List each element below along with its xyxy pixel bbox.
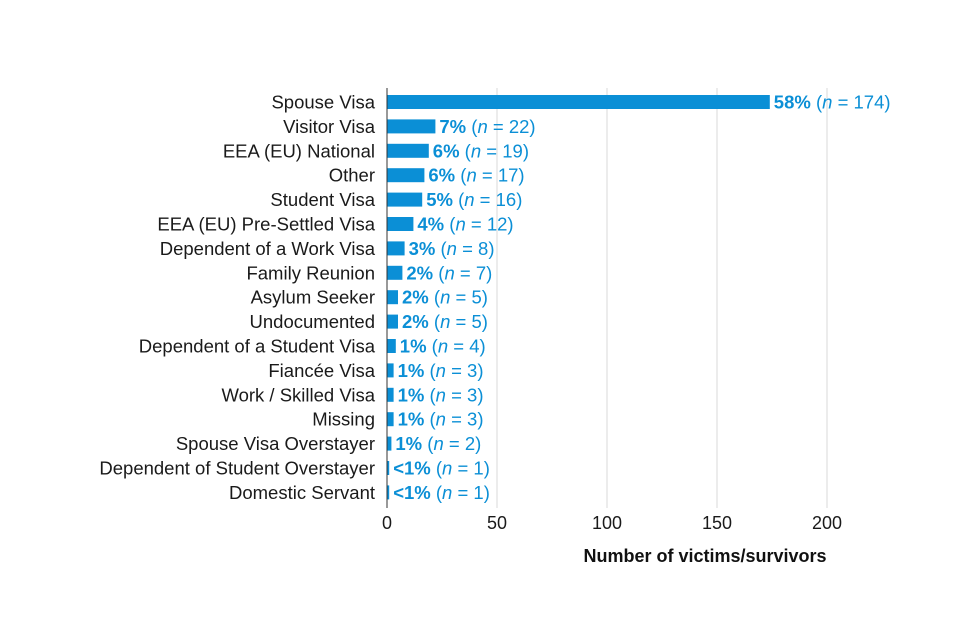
category-label: EEA (EU) Pre-Settled Visa [157, 214, 375, 235]
data-labels: 58% (n = 174) 7% (n = 22) 6% (n = 19) 6% (n… [393, 92, 890, 503]
bar [387, 436, 392, 451]
bars [387, 95, 770, 500]
bar [387, 461, 390, 475]
data-label: 6% (n = 17) [428, 165, 524, 186]
data-label: <1% (n = 1) [393, 458, 490, 479]
bar [387, 412, 394, 427]
category-label: Asylum Seeker [251, 287, 375, 308]
bar [387, 168, 425, 183]
data-label: <1% (n = 1) [393, 482, 490, 503]
category-label: Spouse Visa Overstayer [176, 433, 375, 454]
x-tick-label: 200 [812, 513, 842, 533]
bar [387, 241, 405, 256]
category-labels: Spouse Visa Visitor Visa EEA (EU) National… [99, 92, 375, 503]
category-label: Undocumented [250, 311, 375, 332]
bar [387, 314, 398, 329]
bar [387, 217, 414, 231]
category-label: Missing [312, 409, 375, 430]
data-label: 1% (n = 2) [395, 433, 481, 454]
bar [387, 363, 394, 378]
x-tick-labels: 0 50 100 150 200 [382, 513, 842, 533]
bar [387, 290, 398, 305]
bar [387, 119, 436, 134]
data-label: 1% (n = 3) [398, 360, 484, 381]
data-label: 7% (n = 22) [439, 116, 535, 137]
category-label: Fiancée Visa [268, 360, 375, 381]
data-label: 3% (n = 8) [409, 238, 495, 259]
category-label: Work / Skilled Visa [221, 384, 375, 405]
data-label: 2% (n = 5) [402, 311, 488, 332]
x-tick-label: 100 [592, 513, 622, 533]
data-label: 58% (n = 174) [774, 92, 891, 113]
x-tick-label: 50 [487, 513, 507, 533]
category-label: Student Visa [270, 189, 375, 210]
category-label: Spouse Visa [271, 92, 375, 113]
bar [387, 387, 394, 402]
category-label: EEA (EU) National [223, 140, 375, 161]
data-label: 2% (n = 7) [406, 262, 492, 283]
bar [387, 265, 403, 280]
bar [387, 143, 429, 158]
category-label: Family Reunion [246, 262, 375, 283]
x-tick-label: 150 [702, 513, 732, 533]
data-label: 5% (n = 16) [426, 189, 522, 210]
data-label: 6% (n = 19) [433, 140, 529, 161]
data-label: 4% (n = 12) [417, 214, 513, 235]
data-label: 1% (n = 3) [398, 409, 484, 430]
x-tick-label: 0 [382, 513, 392, 533]
data-label: 2% (n = 5) [402, 287, 488, 308]
bar [387, 339, 396, 353]
category-label: Visitor Visa [283, 116, 376, 137]
category-label: Other [329, 165, 375, 186]
x-axis-title: Number of victims/survivors [583, 546, 826, 566]
category-label: Dependent of Student Overstayer [99, 458, 375, 479]
bar [387, 485, 390, 500]
gridlines [496, 88, 828, 508]
category-label: Dependent of a Work Visa [160, 238, 376, 259]
bar [387, 192, 423, 207]
bar [387, 95, 770, 109]
data-label: 1% (n = 3) [398, 384, 484, 405]
category-label: Dependent of a Student Visa [139, 336, 376, 357]
category-label: Domestic Servant [229, 482, 375, 503]
data-label: 1% (n = 4) [400, 336, 486, 357]
